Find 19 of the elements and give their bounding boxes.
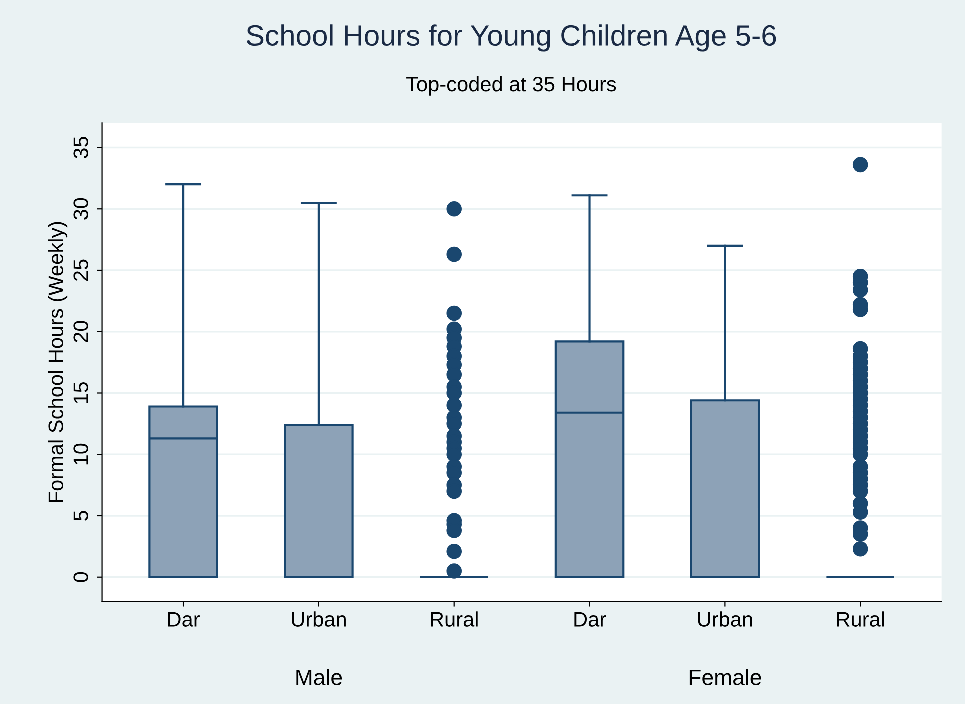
x-tick-label: Urban [698, 612, 752, 627]
y-axis-title: Formal School Hours (Weekly) [48, 222, 68, 502]
text: Female [690, 669, 762, 686]
y-tick-label: 0 [74, 572, 88, 582]
x-tick-label: Dar [574, 612, 606, 627]
y-tick-label: 35 [74, 137, 88, 159]
chart-subtitle: Top-coded at 35 Hours [406, 76, 616, 96]
y-tick-label: 20 [74, 321, 88, 342]
y-tick-label: 15 [74, 382, 88, 404]
y-tick-label: 5 [74, 511, 88, 521]
x-tick-label: Rural [837, 612, 884, 627]
y-tick-label: 30 [74, 198, 88, 220]
y-tick-label: 10 [74, 444, 88, 465]
x-tick-label: Urban [292, 612, 346, 627]
x-tick-label: Dar [168, 612, 200, 627]
y-tick-label: 25 [74, 260, 88, 282]
x-tick-label: Rural [431, 612, 478, 627]
text: Male [296, 669, 342, 686]
chart-title: School Hours for Young Children Age 5-6 [246, 24, 776, 52]
